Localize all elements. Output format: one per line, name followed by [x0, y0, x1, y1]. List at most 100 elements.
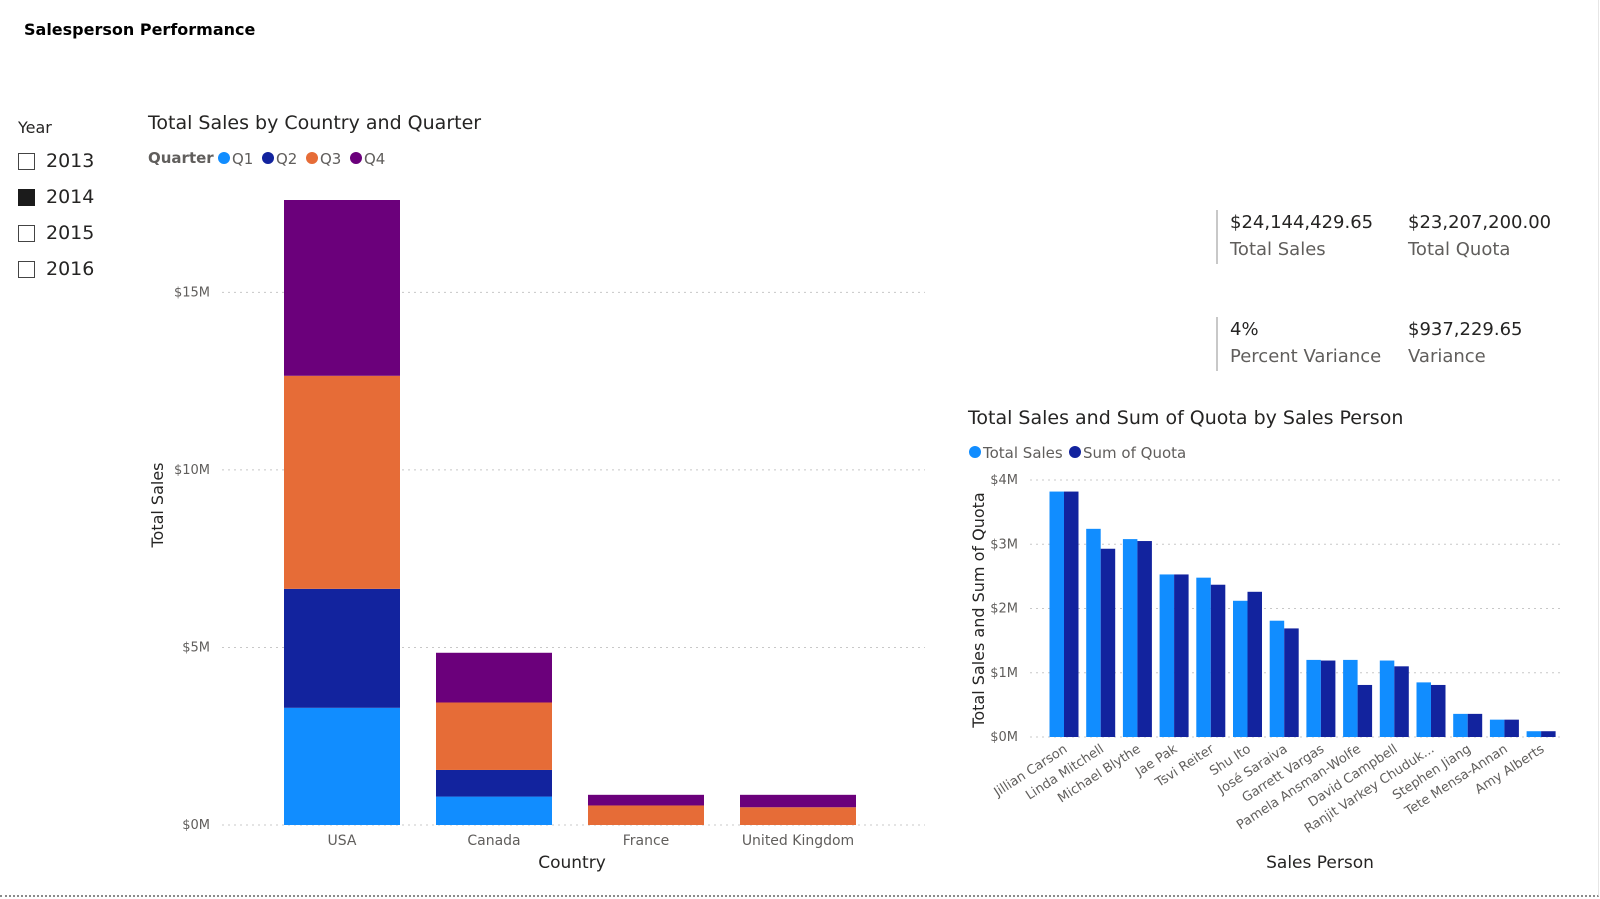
- bars[interactable]: [284, 200, 856, 825]
- bar-segment-q3[interactable]: [284, 375, 400, 589]
- legend-marker: [969, 446, 981, 458]
- legend-label-q3[interactable]: Q3: [320, 150, 341, 168]
- bar-sum-of-quota[interactable]: [1394, 666, 1409, 737]
- slicer-item-2016[interactable]: 2016: [18, 251, 94, 287]
- year-slicer: Year 2013 2014 2015 2016: [18, 118, 94, 287]
- legend-marker-q4: [350, 152, 362, 164]
- kpi-label: Percent Variance: [1230, 346, 1382, 367]
- y-tick-label: $0M: [182, 818, 210, 833]
- bar-sum-of-quota[interactable]: [1174, 574, 1189, 737]
- y-tick-label: $15M: [174, 285, 210, 300]
- slicer-item-2014[interactable]: 2014: [18, 179, 94, 215]
- legend-marker-q1: [218, 152, 230, 164]
- x-axis-label: Sales Person: [1266, 853, 1374, 873]
- bar-sum-of-quota[interactable]: [1210, 584, 1226, 737]
- y-tick-label: $3M: [990, 537, 1018, 552]
- bar-sum-of-quota[interactable]: [1320, 660, 1336, 737]
- bar-segment-q4[interactable]: [436, 652, 552, 703]
- kpi-label: Total Quota: [1408, 239, 1511, 260]
- chart-legend[interactable]: Q1 Q2 Q3 Q4: [218, 150, 385, 168]
- bar-sum-of-quota[interactable]: [1247, 591, 1263, 737]
- slicer-item-label: 2015: [46, 222, 95, 244]
- bar-sum-of-quota[interactable]: [1357, 684, 1373, 737]
- bar-total-sales[interactable]: [1526, 731, 1542, 737]
- y-tick-label: $4M: [990, 473, 1018, 488]
- legend-label-q4[interactable]: Q4: [364, 150, 385, 168]
- bar-segment-q3[interactable]: [436, 702, 552, 770]
- kpi-label: Total Sales: [1230, 239, 1326, 260]
- bar-total-sales[interactable]: [1122, 539, 1138, 737]
- bar-segment-q3[interactable]: [588, 805, 704, 825]
- bar-total-sales[interactable]: [1233, 600, 1248, 737]
- bar-sum-of-quota[interactable]: [1137, 541, 1152, 737]
- bar-sum-of-quota[interactable]: [1100, 548, 1116, 737]
- bar-segment-q2[interactable]: [436, 769, 552, 797]
- x-tick-label: United Kingdom: [742, 833, 854, 849]
- legend-label[interactable]: Sum of Quota: [1083, 444, 1186, 462]
- bar-sum-of-quota[interactable]: [1431, 684, 1446, 737]
- kpi-value: $937,229.65: [1408, 319, 1523, 340]
- y-axis-label: Total Sales: [148, 462, 167, 548]
- bar-total-sales[interactable]: [1159, 574, 1175, 737]
- bar-sum-of-quota[interactable]: [1467, 713, 1483, 737]
- y-tick-label: $10M: [174, 463, 210, 478]
- legend-label-q2[interactable]: Q2: [276, 150, 297, 168]
- page-title: Salesperson Performance: [24, 20, 256, 39]
- bar-total-sales[interactable]: [1196, 577, 1211, 737]
- kpi-value: $24,144,429.65: [1230, 212, 1374, 233]
- slicer-item-label: 2016: [46, 258, 95, 280]
- legend-marker-q2: [262, 152, 274, 164]
- kpi-block-variance: 4% Percent Variance $937,229.65 Variance: [1216, 317, 1586, 371]
- bar-total-sales[interactable]: [1416, 682, 1432, 737]
- legend-title: Quarter: [148, 149, 214, 167]
- bar-total-sales[interactable]: [1489, 719, 1505, 737]
- kpi-value: $23,207,200.00: [1408, 212, 1552, 233]
- chart-legend[interactable]: Total Sales Sum of Quota: [969, 444, 1186, 462]
- bar-total-sales[interactable]: [1306, 659, 1321, 737]
- bar-total-sales[interactable]: [1049, 491, 1065, 737]
- slicer-item-2013[interactable]: 2013: [18, 143, 94, 179]
- bar-segment-q1[interactable]: [436, 796, 552, 825]
- bar-sum-of-quota[interactable]: [1504, 719, 1519, 737]
- sales-vs-quota-chart[interactable]: Total Sales and Sum of Quota by Sales Pe…: [960, 405, 1600, 885]
- bar-segment-q1[interactable]: [284, 707, 400, 825]
- kpi-card-total-sales: $24,144,429.65 Total Sales: [1230, 210, 1408, 264]
- kpi-card-variance: $937,229.65 Variance: [1408, 317, 1586, 371]
- y-tick-label: $5M: [182, 640, 210, 655]
- bar-segment-q4[interactable]: [588, 794, 704, 806]
- checkbox-icon[interactable]: [18, 188, 35, 206]
- kpi-card-total-quota: $23,207,200.00 Total Quota: [1408, 210, 1586, 264]
- bar-sum-of-quota[interactable]: [1064, 491, 1079, 737]
- bar-total-sales[interactable]: [1379, 660, 1395, 737]
- x-axis-ticks: USA Canada France United Kingdom: [328, 833, 855, 849]
- bar-sum-of-quota[interactable]: [1284, 628, 1299, 737]
- bar-segment-q4[interactable]: [740, 794, 856, 808]
- bar-sum-of-quota[interactable]: [1541, 731, 1556, 737]
- bar-total-sales[interactable]: [1269, 620, 1285, 737]
- slicer-item-2015[interactable]: 2015: [18, 215, 94, 251]
- kpi-value: 4%: [1230, 319, 1259, 340]
- legend-label[interactable]: Total Sales: [982, 444, 1063, 462]
- checkbox-icon[interactable]: [18, 152, 35, 170]
- legend-label-q1[interactable]: Q1: [232, 150, 253, 168]
- x-tick-label: USA: [328, 833, 357, 849]
- sales-by-country-chart[interactable]: Total Sales by Country and Quarter Quart…: [140, 0, 940, 899]
- x-axis-label: Country: [538, 853, 606, 873]
- checkbox-icon[interactable]: [18, 224, 35, 242]
- bar-total-sales[interactable]: [1086, 528, 1101, 737]
- y-tick-label: $2M: [990, 602, 1018, 617]
- kpi-label: Variance: [1408, 346, 1486, 367]
- bars[interactable]: [1049, 491, 1556, 737]
- slicer-item-label: 2014: [46, 186, 95, 208]
- chart-title: Total Sales by Country and Quarter: [147, 112, 481, 134]
- bar-segment-q4[interactable]: [284, 200, 400, 376]
- y-tick-label: $0M: [990, 730, 1018, 745]
- bar-segment-q2[interactable]: [284, 588, 400, 708]
- y-axis-label: Total Sales and Sum of Quota: [969, 492, 988, 728]
- bar-total-sales[interactable]: [1453, 713, 1468, 737]
- bar-segment-q3[interactable]: [740, 807, 856, 825]
- bar-total-sales[interactable]: [1343, 659, 1358, 737]
- checkbox-icon[interactable]: [18, 260, 35, 278]
- slicer-item-label: 2013: [46, 150, 95, 172]
